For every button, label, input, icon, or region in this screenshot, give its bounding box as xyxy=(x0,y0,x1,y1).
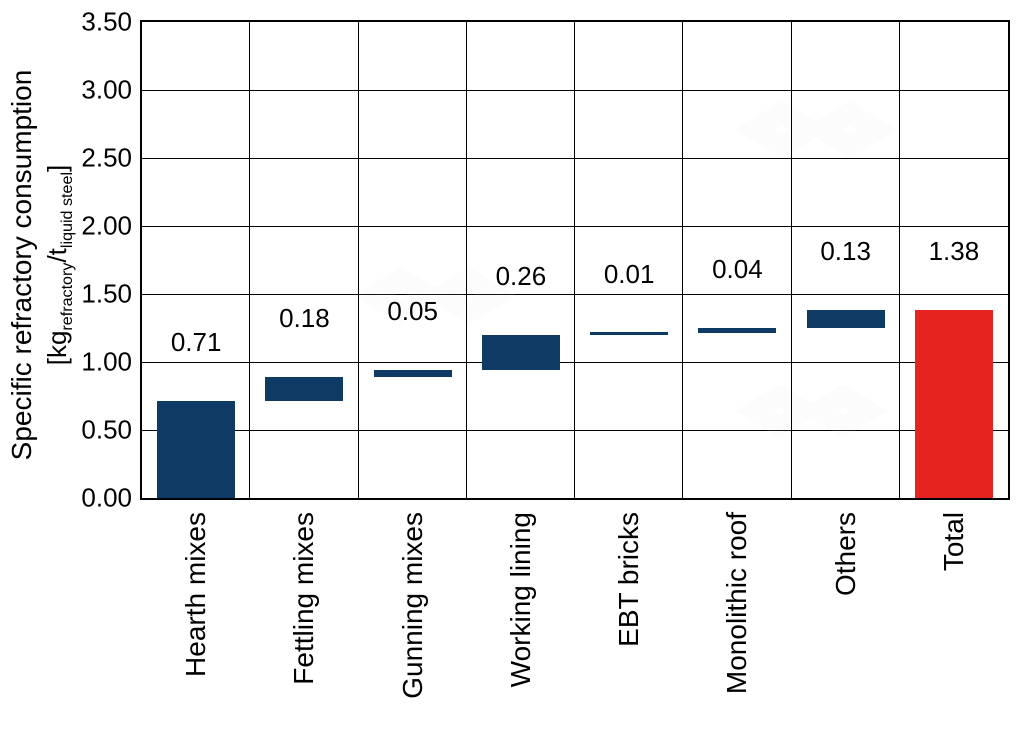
y-tick-label: 1.50 xyxy=(81,279,132,310)
chart-column: 0.01EBT bricks xyxy=(575,22,683,498)
bar-component xyxy=(374,370,452,377)
unit-suffix: ] xyxy=(42,165,72,172)
y-tick-label: 0.00 xyxy=(81,483,132,514)
x-category-label: Others xyxy=(830,512,862,596)
bar-value-label: 0.01 xyxy=(575,259,683,296)
bar-component xyxy=(157,401,235,498)
y-tick-label: 3.50 xyxy=(81,7,132,38)
chart-column: 0.04Monolithic roof xyxy=(683,22,791,498)
bar-component xyxy=(698,328,776,333)
bar-value-label: 0.13 xyxy=(792,236,900,273)
plot-area: 0.000.501.001.502.002.503.003.500.71Hear… xyxy=(140,20,1010,500)
bar-total xyxy=(915,310,993,498)
x-category-label: Total xyxy=(938,512,970,571)
x-category-label: EBT bricks xyxy=(613,512,645,647)
y-tick-label: 1.00 xyxy=(81,347,132,378)
unit-prefix: [kg xyxy=(42,331,72,366)
y-tick-label: 2.50 xyxy=(81,143,132,174)
y-axis-unit: [kgrefractory/tliquid steel] xyxy=(42,30,77,500)
x-category-label: Gunning mixes xyxy=(397,512,429,699)
bar-value-label: 1.38 xyxy=(900,236,1008,273)
chart-column: 1.38Total xyxy=(900,22,1008,498)
bar-value-label: 0.04 xyxy=(683,254,791,291)
chart-container: Specific refractory consumption [kgrefra… xyxy=(0,0,1024,736)
y-tick-label: 0.50 xyxy=(81,415,132,446)
bar-value-label: 0.71 xyxy=(142,327,250,364)
unit-sub1: refractory xyxy=(58,263,76,331)
x-category-label: Fettling mixes xyxy=(288,512,320,685)
bar-value-label: 0.26 xyxy=(467,261,575,298)
bar-component xyxy=(807,310,885,328)
y-tick-label: 2.00 xyxy=(81,211,132,242)
y-axis-label: Specific refractory consumption xyxy=(6,30,38,500)
unit-mid: /t xyxy=(42,248,72,262)
bar-component xyxy=(265,377,343,401)
bar-value-label: 0.18 xyxy=(250,303,358,340)
chart-column: 0.26Working lining xyxy=(467,22,575,498)
chart-column: 0.05Gunning mixes xyxy=(359,22,467,498)
x-category-label: Monolithic roof xyxy=(721,512,753,694)
chart-column: 0.13Others xyxy=(792,22,900,498)
unit-sub2: liquid steel xyxy=(58,172,76,248)
bar-component xyxy=(590,332,668,335)
bar-value-label: 0.05 xyxy=(359,296,467,333)
chart-column: 0.18Fettling mixes xyxy=(250,22,358,498)
x-category-label: Hearth mixes xyxy=(180,512,212,677)
y-tick-label: 3.00 xyxy=(81,75,132,106)
chart-column: 0.71Hearth mixes xyxy=(142,22,250,498)
bar-component xyxy=(482,335,560,370)
x-category-label: Working lining xyxy=(505,512,537,687)
